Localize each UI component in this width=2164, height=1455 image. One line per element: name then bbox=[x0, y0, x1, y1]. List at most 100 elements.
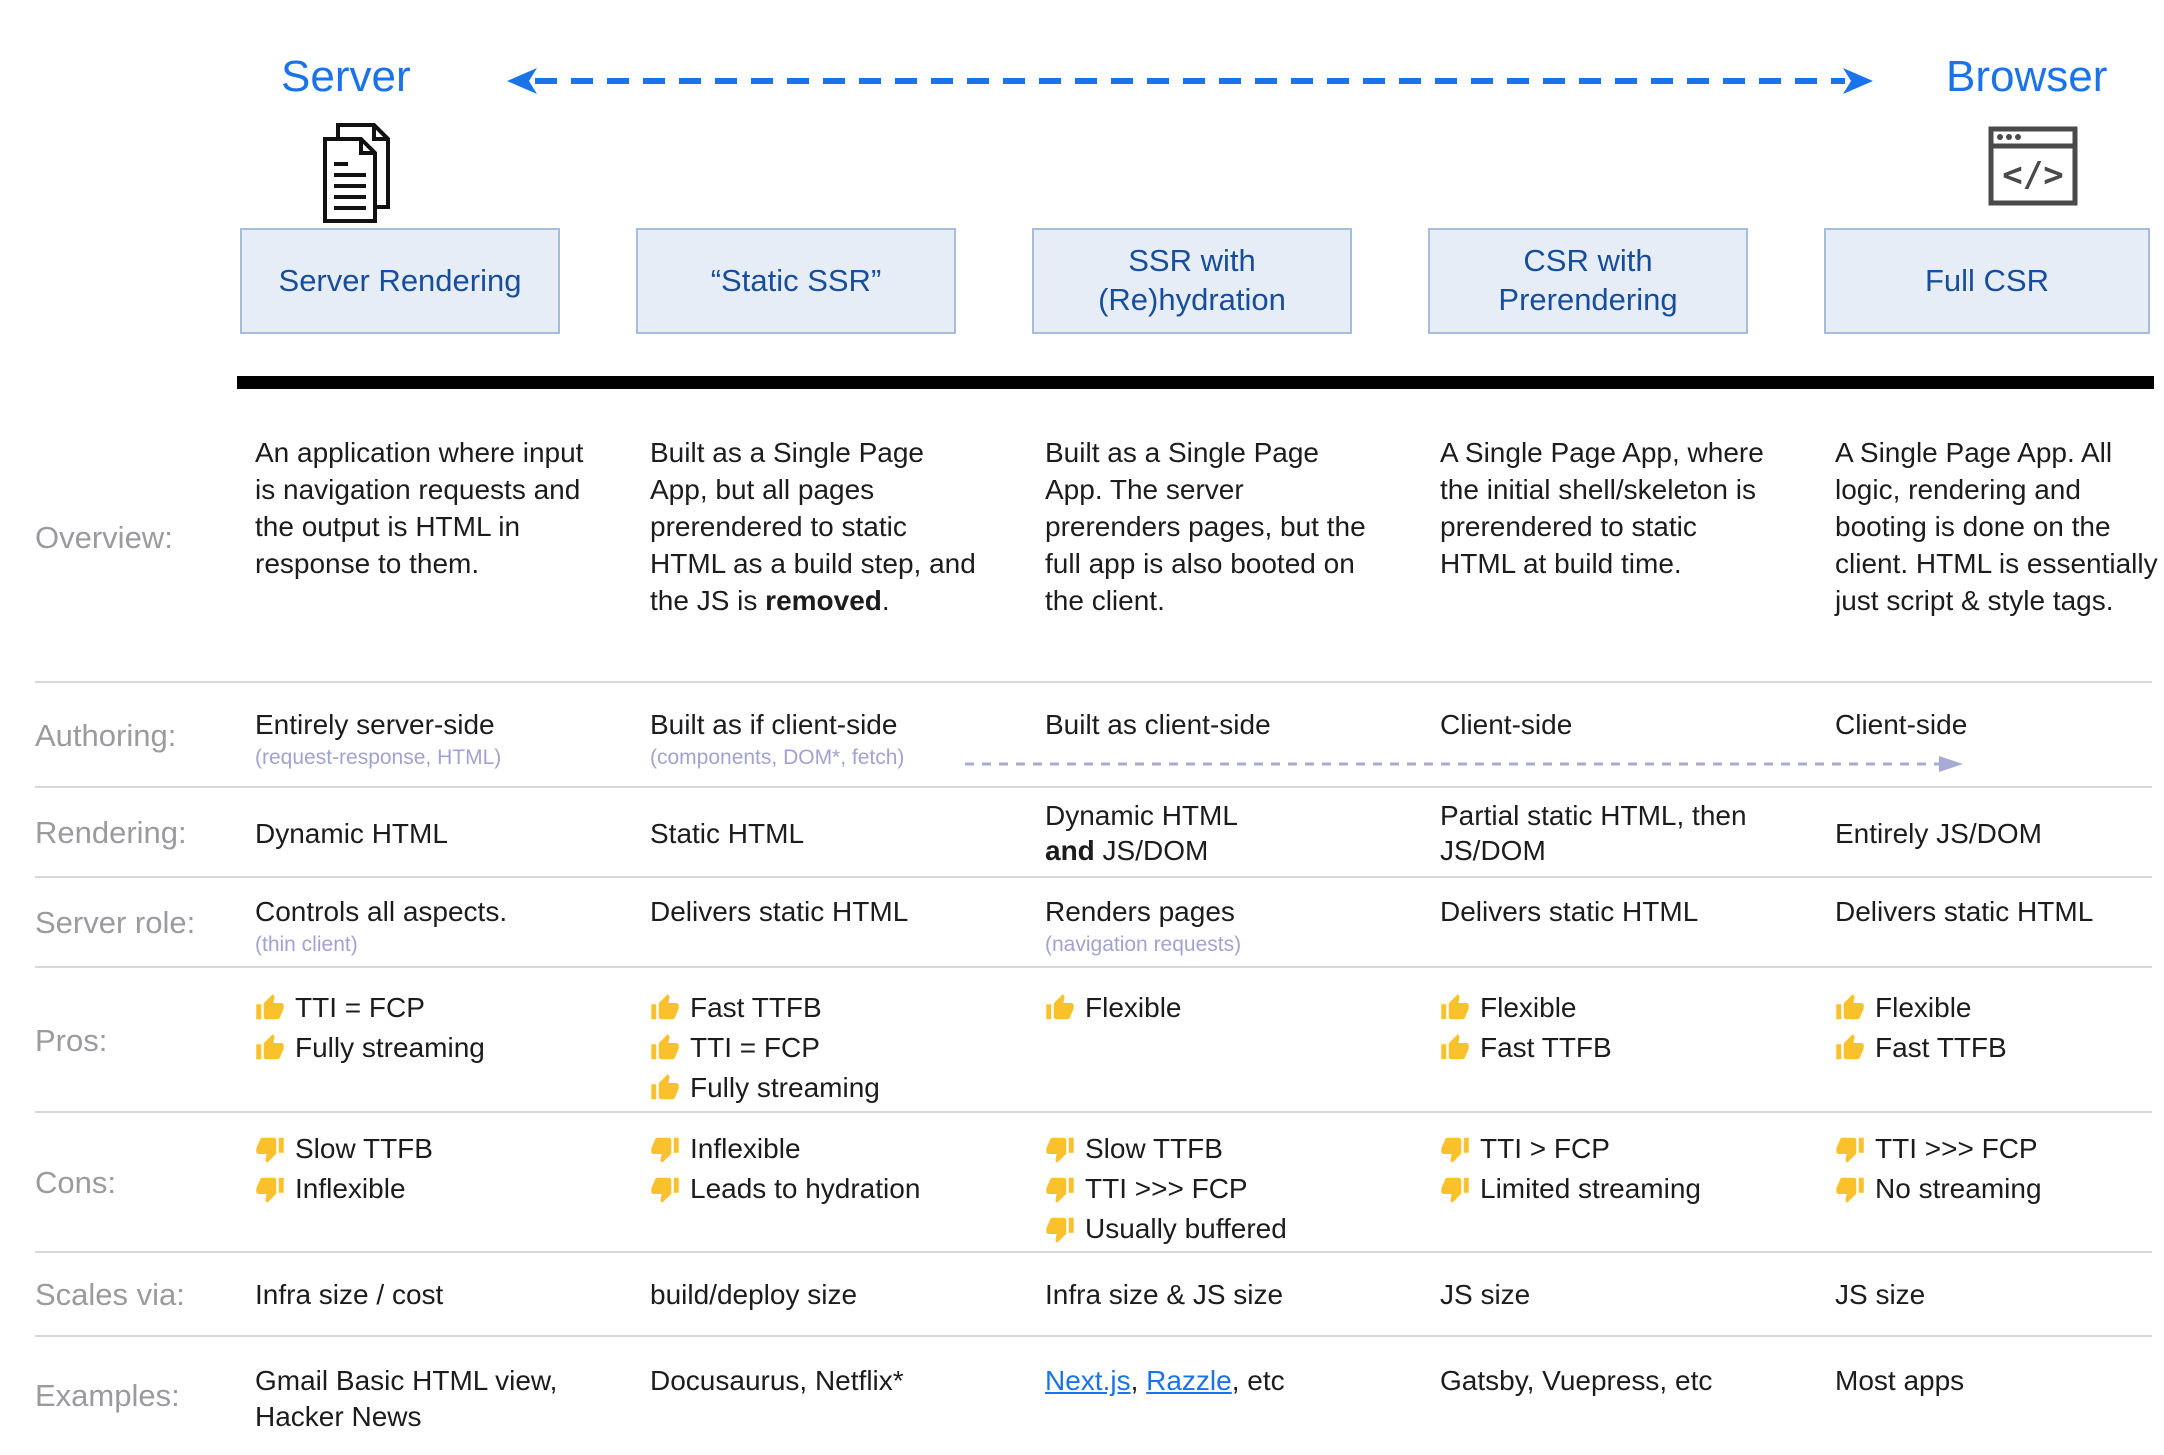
pro-item: Flexible bbox=[1835, 988, 2164, 1028]
con-item: Usually buffered bbox=[1045, 1209, 1375, 1249]
pros-server-rendering: TTI = FCP Fully streaming bbox=[255, 968, 585, 1113]
row-label-scales-via: Scales via: bbox=[35, 1277, 185, 1312]
examples-static-ssr: Docusaurus, Netflix* bbox=[650, 1365, 904, 1396]
pros-full-csr: Flexible Fast TTFB bbox=[1835, 968, 2164, 1113]
pro-item: Fully streaming bbox=[650, 1068, 980, 1108]
thumbs-up-icon bbox=[651, 1074, 679, 1100]
comparison-table: Overview: An application where input is … bbox=[0, 392, 2164, 1455]
thumbs-down-icon bbox=[651, 1177, 679, 1203]
con-item: Inflexible bbox=[255, 1169, 585, 1209]
examples-ssr-rehydration: Next.js, Razzle, etc bbox=[1045, 1365, 1285, 1396]
row-pros: Pros: TTI = FCP Fully streaming Fast TTF… bbox=[0, 968, 2164, 1113]
pro-item: Fully streaming bbox=[255, 1028, 585, 1068]
pro-item: Fast TTFB bbox=[1440, 1028, 1770, 1068]
dashed-double-arrow bbox=[507, 68, 1873, 94]
authoring-full-csr: Client-side bbox=[1835, 709, 1968, 740]
column-header-static-ssr: “Static SSR” bbox=[636, 228, 956, 334]
svg-text:</>: </> bbox=[2002, 155, 2063, 195]
cons-ssr-rehydration: Slow TTFB TTI >>> FCP Usually buffered bbox=[1045, 1113, 1375, 1253]
server-role-ssr-rehydration-note: (navigation requests) bbox=[1045, 933, 1242, 956]
pro-item: TTI = FCP bbox=[650, 1028, 980, 1068]
thumbs-down-icon bbox=[1836, 1177, 1864, 1203]
row-label-examples: Examples: bbox=[35, 1378, 180, 1413]
document-pages-icon bbox=[323, 123, 390, 223]
scales-csr-prerendering: JS size bbox=[1440, 1279, 1531, 1310]
thumbs-down-icon bbox=[1046, 1217, 1074, 1243]
authoring-server-rendering-note: (request-response, HTML) bbox=[255, 746, 502, 769]
con-item: Slow TTFB bbox=[1045, 1129, 1375, 1169]
overview-static-ssr: Built as a Single Page App, but all page… bbox=[650, 437, 976, 616]
cons-full-csr: TTI >>> FCP No streaming bbox=[1835, 1113, 2164, 1253]
pro-item: Flexible bbox=[1440, 988, 1770, 1028]
server-role-server-rendering: Controls all aspects. (thin client) bbox=[255, 878, 585, 968]
scales-full-csr: JS size bbox=[1835, 1279, 1926, 1310]
con-item: TTI >>> FCP bbox=[1045, 1169, 1375, 1209]
column-header-ssr-rehydration: SSR with (Re)hydration bbox=[1032, 228, 1352, 334]
thumbs-down-icon bbox=[256, 1177, 284, 1203]
overview-ssr-rehydration: Built as a Single Page App. The server p… bbox=[1045, 437, 1366, 616]
con-item: Leads to hydration bbox=[650, 1169, 980, 1209]
con-item: Slow TTFB bbox=[255, 1129, 585, 1169]
pro-item: Fast TTFB bbox=[650, 988, 980, 1028]
scales-static-ssr: build/deploy size bbox=[650, 1279, 858, 1310]
authoring-ssr-rehydration: Built as client-side bbox=[1045, 709, 1271, 740]
column-header-full-csr: Full CSR bbox=[1824, 228, 2150, 334]
pros-csr-prerendering: Flexible Fast TTFB bbox=[1440, 968, 1770, 1113]
row-label-authoring: Authoring: bbox=[35, 717, 177, 753]
thumbs-up-icon bbox=[651, 994, 679, 1020]
row-label-cons: Cons: bbox=[35, 1165, 116, 1200]
browser-endpoint-label: Browser bbox=[1946, 52, 2108, 101]
row-label-rendering: Rendering: bbox=[35, 815, 187, 850]
examples-csr-prerendering: Gatsby, Vuepress, etc bbox=[1440, 1365, 1713, 1396]
row-server-role: Server role: Controls all aspects. (thin… bbox=[0, 878, 2164, 968]
row-authoring: Authoring: Entirely server-side (request… bbox=[0, 683, 2164, 788]
overview-csr-prerendering: A Single Page App, where the initial she… bbox=[1440, 437, 1764, 579]
thumbs-up-icon bbox=[1836, 1034, 1864, 1060]
row-label-pros: Pros: bbox=[35, 1022, 108, 1058]
authoring-server-rendering: Entirely server-side (request-response, … bbox=[255, 683, 585, 788]
overview-server-rendering: An application where input is navigation… bbox=[255, 437, 584, 579]
server-role-server-rendering-note: (thin client) bbox=[255, 933, 358, 956]
row-overview: Overview: An application where input is … bbox=[0, 392, 2164, 683]
thumbs-down-icon bbox=[651, 1137, 679, 1163]
server-endpoint-label: Server bbox=[281, 52, 411, 101]
column-header-csr-prerendering: CSR with Prerendering bbox=[1428, 228, 1748, 334]
authoring-static-ssr: Built as if client-side (components, DOM… bbox=[650, 683, 980, 788]
thumbs-up-icon bbox=[1441, 994, 1469, 1020]
thumbs-up-icon bbox=[1836, 994, 1864, 1020]
row-scales-via: Scales via: Infra size / cost build/depl… bbox=[0, 1253, 2164, 1337]
con-item: Limited streaming bbox=[1440, 1169, 1770, 1209]
rendering-server-rendering: Dynamic HTML bbox=[255, 817, 448, 849]
row-examples: Examples: Gmail Basic HTML view, Hacker … bbox=[0, 1337, 2164, 1455]
overview-full-csr: A Single Page App. All logic, rendering … bbox=[1835, 437, 2158, 616]
con-item: No streaming bbox=[1835, 1169, 2164, 1209]
thumbs-down-icon bbox=[1046, 1137, 1074, 1163]
pro-item: Fast TTFB bbox=[1835, 1028, 2164, 1068]
scales-ssr-rehydration: Infra size & JS size bbox=[1045, 1279, 1284, 1310]
rendering-ssr-rehydration: Dynamic HTML and JS/DOM bbox=[1045, 800, 1238, 866]
rendering-full-csr: Entirely JS/DOM bbox=[1835, 817, 2042, 849]
row-label-overview: Overview: bbox=[35, 519, 173, 555]
dashed-right-arrow bbox=[965, 756, 1963, 772]
thumbs-down-icon bbox=[1836, 1137, 1864, 1163]
pro-item: TTI = FCP bbox=[255, 988, 585, 1028]
thumbs-down-icon bbox=[1046, 1177, 1074, 1203]
column-header-server-rendering: Server Rendering bbox=[240, 228, 560, 334]
scales-server-rendering: Infra size / cost bbox=[255, 1279, 444, 1310]
razzle-link[interactable]: Razzle bbox=[1146, 1365, 1232, 1396]
pros-static-ssr: Fast TTFB TTI = FCP Fully streaming bbox=[650, 968, 980, 1113]
header-divider-rule bbox=[237, 376, 2154, 389]
browser-window-icon: </> bbox=[1988, 126, 2078, 206]
row-label-server-role: Server role: bbox=[35, 905, 196, 940]
con-item: Inflexible bbox=[650, 1129, 980, 1169]
con-item: TTI >>> FCP bbox=[1835, 1129, 2164, 1169]
examples-full-csr: Most apps bbox=[1835, 1365, 1965, 1396]
nextjs-link[interactable]: Next.js bbox=[1045, 1365, 1131, 1396]
thumbs-up-icon bbox=[651, 1034, 679, 1060]
thumbs-down-icon bbox=[1441, 1177, 1469, 1203]
thumbs-up-icon bbox=[1441, 1034, 1469, 1060]
examples-server-rendering: Gmail Basic HTML view, Hacker News bbox=[255, 1365, 558, 1432]
pros-ssr-rehydration: Flexible bbox=[1045, 968, 1375, 1113]
authoring-static-ssr-note: (components, DOM*, fetch) bbox=[650, 746, 905, 769]
